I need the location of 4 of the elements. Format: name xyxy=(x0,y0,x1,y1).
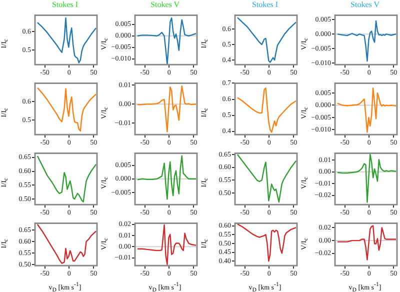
chart-title: Stokes I xyxy=(251,0,279,10)
chart-title: Stokes V xyxy=(350,0,380,10)
chart-title: Stokes I xyxy=(51,0,79,10)
chart-title: Stokes V xyxy=(150,0,180,10)
